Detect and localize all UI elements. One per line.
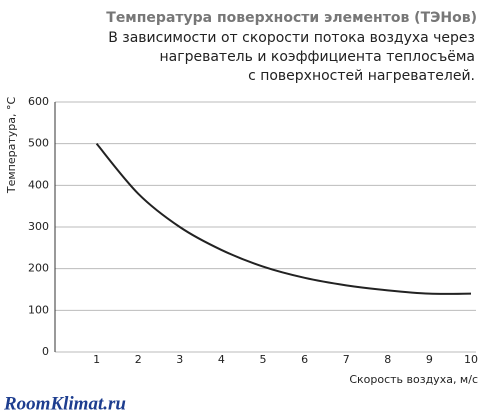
- x-tick-label: 8: [384, 353, 391, 366]
- y-axis-label: Температура, °С: [5, 97, 18, 195]
- chart-subtitle: с поверхностей нагревателей.: [248, 68, 475, 84]
- x-tick-label: 4: [218, 353, 225, 366]
- x-axis-label: Скорость воздуха, м/с: [349, 373, 478, 386]
- x-tick-label: 5: [260, 353, 267, 366]
- x-tick-label: 10: [464, 353, 478, 366]
- y-tick-label: 400: [28, 178, 49, 191]
- chart-subtitle: нагреватель и коэффициента теплосъёма: [160, 49, 476, 65]
- y-tick-label: 500: [28, 137, 49, 150]
- x-tick-label: 6: [301, 353, 308, 366]
- chart-title: Температура поверхности элементов (ТЭНов…: [106, 10, 477, 26]
- x-tick-label: 1: [93, 353, 100, 366]
- y-tick-label: 600: [28, 95, 49, 108]
- chart-subtitle: В зависимости от скорости потока воздуха…: [108, 30, 475, 46]
- y-tick-label: 200: [28, 262, 49, 275]
- x-tick-label: 9: [426, 353, 433, 366]
- line: [95, 143, 472, 295]
- y-tick-label: 0: [42, 345, 49, 358]
- y-tick-label: 300: [28, 220, 49, 233]
- x-tick-label: 2: [135, 353, 142, 366]
- watermark: RoomKlimat.ru: [3, 393, 126, 414]
- y-tick-label: 100: [28, 303, 49, 316]
- x-tick-label: 7: [343, 353, 350, 366]
- x-tick-label: 3: [176, 353, 183, 366]
